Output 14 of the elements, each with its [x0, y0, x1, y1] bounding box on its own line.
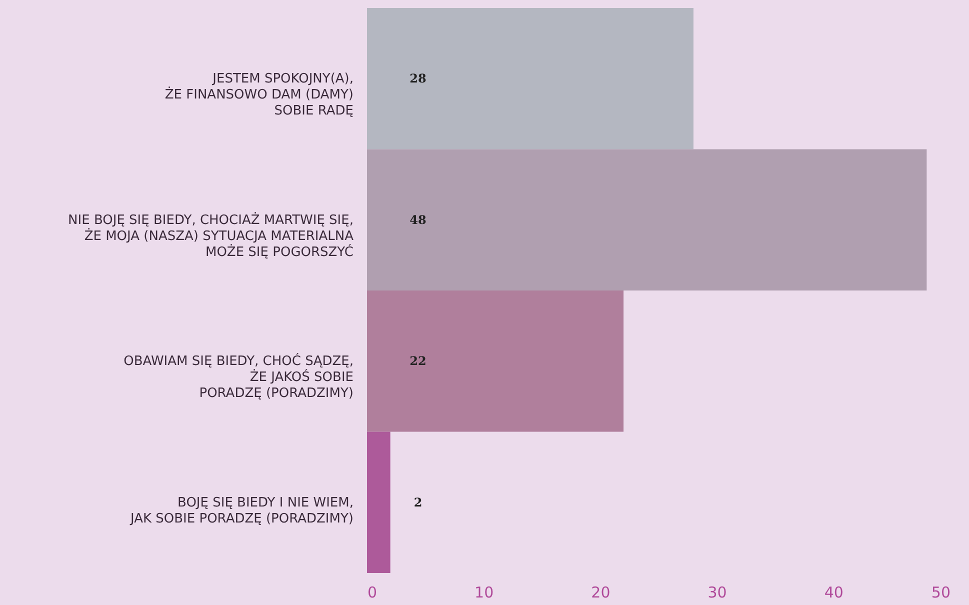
- x-tick-label: 50: [931, 584, 950, 602]
- y-tick-label: NIE BOJĘ SIĘ BIEDY, CHOCIAŻ MARTWIĘ SIĘ, ŻE MOJA (NASZA) SYTUACJA MATERIALNA MOŻE SIĘ POGORSZYĆ: [68, 212, 354, 260]
- x-tick-label: 30: [708, 584, 727, 602]
- x-tick-label: 40: [824, 584, 844, 602]
- y-tick-label: OBAWIAM SIĘ BIEDY, CHOĆ SĄDZĘ, ŻE JAKOŚ SOBIE PORADZĘ (PORADZIMY): [124, 352, 354, 402]
- x-tick-label: 0: [368, 584, 378, 602]
- x-tick-label: 20: [591, 584, 610, 602]
- y-tick-label: JESTEM SPOKOJNY(A), ŻE FINANSOWO DAM (DAMY) SOBIE RADĘ: [164, 72, 354, 119]
- data-label: 2: [414, 495, 422, 510]
- data-label: 22: [410, 354, 426, 368]
- data-label: 48: [410, 212, 426, 227]
- x-tick-label: 10: [474, 584, 494, 602]
- data-label: 28: [410, 72, 426, 86]
- y-tick-label: BOJĘ SIĘ BIEDY I NIE WIEM, JAK SOBIE PORADZĘ (PORADZIMY): [130, 495, 354, 526]
